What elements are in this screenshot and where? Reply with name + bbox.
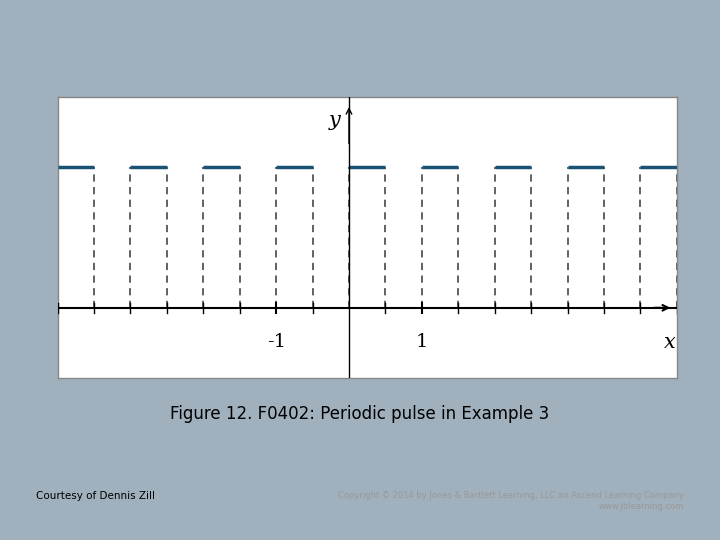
Text: Figure 12. F0402: Periodic pulse in Example 3: Figure 12. F0402: Periodic pulse in Exam… [171,405,549,423]
Text: x: x [664,333,675,352]
Text: 1: 1 [415,333,428,351]
Text: y: y [328,111,341,130]
Text: -1: -1 [266,333,286,351]
Text: Copyright © 2014 by Jones & Bartlett Learning, LLC an Ascend Learning Company
ww: Copyright © 2014 by Jones & Bartlett Lea… [338,491,684,511]
Text: Courtesy of Dennis Zill: Courtesy of Dennis Zill [36,491,155,502]
